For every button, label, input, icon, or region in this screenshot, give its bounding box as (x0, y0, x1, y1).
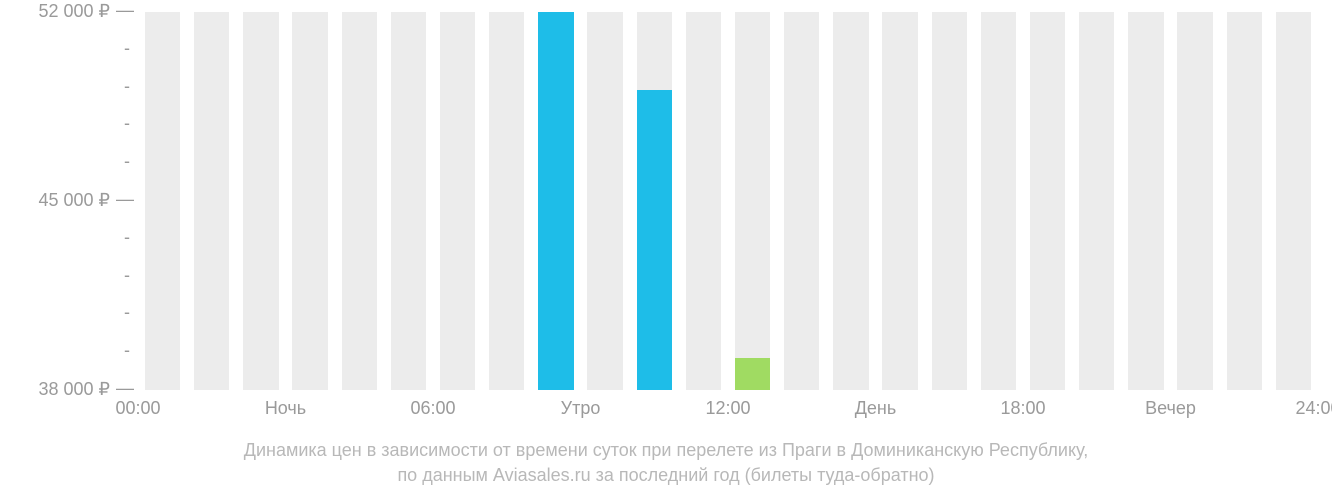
y-axis-label: 52 000 ₽ (38, 1, 110, 22)
bar-background (1079, 12, 1114, 390)
bar-slot (932, 12, 967, 390)
y-axis-minor-tick: - (124, 76, 130, 97)
bar-value (637, 90, 672, 390)
x-axis-label: Вечер (1145, 398, 1196, 419)
bar-slot (1177, 12, 1212, 390)
bar-background (784, 12, 819, 390)
x-axis-label: 18:00 (1000, 398, 1045, 419)
bar-slot (981, 12, 1016, 390)
bar-slot (1128, 12, 1163, 390)
bar-background (686, 12, 721, 390)
x-axis-label: 24:00 (1295, 398, 1332, 419)
bar-slot (735, 12, 770, 390)
y-axis-minor-tick: - (124, 113, 130, 134)
bar-slot (194, 12, 229, 390)
bar-slot (1030, 12, 1065, 390)
x-axis-label: День (855, 398, 897, 419)
y-axis-minor-tick: - (124, 302, 130, 323)
plot-area (138, 12, 1318, 390)
bar-slot (833, 12, 868, 390)
x-axis-label: 12:00 (705, 398, 750, 419)
price-by-hour-chart: 38 000 ₽ — 45 000 ₽ — 52 000 ₽ — - - - - - - - - 00:0… (0, 0, 1332, 502)
bar-slot (243, 12, 278, 390)
bar-background (833, 12, 868, 390)
bar-slot (1227, 12, 1262, 390)
x-axis-label: Утро (561, 398, 601, 419)
bar-background (342, 12, 377, 390)
bar-slot (637, 12, 672, 390)
bar-slot (489, 12, 524, 390)
bar-background (1227, 12, 1262, 390)
y-axis-major-tick: — (116, 189, 134, 210)
bar-slot (1079, 12, 1114, 390)
y-axis-major-tick: — (116, 378, 134, 399)
bar-background (194, 12, 229, 390)
bar-slot (292, 12, 327, 390)
bar-background (981, 12, 1016, 390)
bar-background (735, 12, 770, 390)
bar-slot (686, 12, 721, 390)
bar-background (1177, 12, 1212, 390)
caption-line-1: Динамика цен в зависимости от времени су… (244, 440, 1088, 460)
y-axis-minor-tick: - (124, 38, 130, 59)
bar-background (489, 12, 524, 390)
bar-background (243, 12, 278, 390)
x-axis-label: Ночь (265, 398, 306, 419)
x-axis-label: 06:00 (410, 398, 455, 419)
x-axis-label: 00:00 (115, 398, 160, 419)
bar-background (882, 12, 917, 390)
bar-background (1128, 12, 1163, 390)
bar-slot (587, 12, 622, 390)
bar-slot (391, 12, 426, 390)
bar-slot (538, 12, 573, 390)
bar-background (1276, 12, 1311, 390)
bar-slot (440, 12, 475, 390)
chart-caption: Динамика цен в зависимости от времени су… (0, 438, 1332, 488)
bar-background (440, 12, 475, 390)
y-axis-minor-tick: - (124, 151, 130, 172)
y-axis-label: 45 000 ₽ (38, 190, 110, 211)
bar-value (735, 358, 770, 390)
y-axis-minor-tick: - (124, 227, 130, 248)
bar-slot (882, 12, 917, 390)
bar-slot (1276, 12, 1311, 390)
y-axis-minor-tick: - (124, 265, 130, 286)
bar-background (932, 12, 967, 390)
y-axis-major-tick: — (116, 0, 134, 21)
bar-background (391, 12, 426, 390)
bar-background (587, 12, 622, 390)
bar-slot (145, 12, 180, 390)
bar-slot (784, 12, 819, 390)
bar-value (538, 12, 573, 390)
caption-line-2: по данным Aviasales.ru за последний год … (397, 465, 934, 485)
y-axis-minor-tick: - (124, 340, 130, 361)
bar-background (1030, 12, 1065, 390)
bar-background (292, 12, 327, 390)
y-axis-label: 38 000 ₽ (38, 379, 110, 400)
bar-slot (342, 12, 377, 390)
bar-background (145, 12, 180, 390)
